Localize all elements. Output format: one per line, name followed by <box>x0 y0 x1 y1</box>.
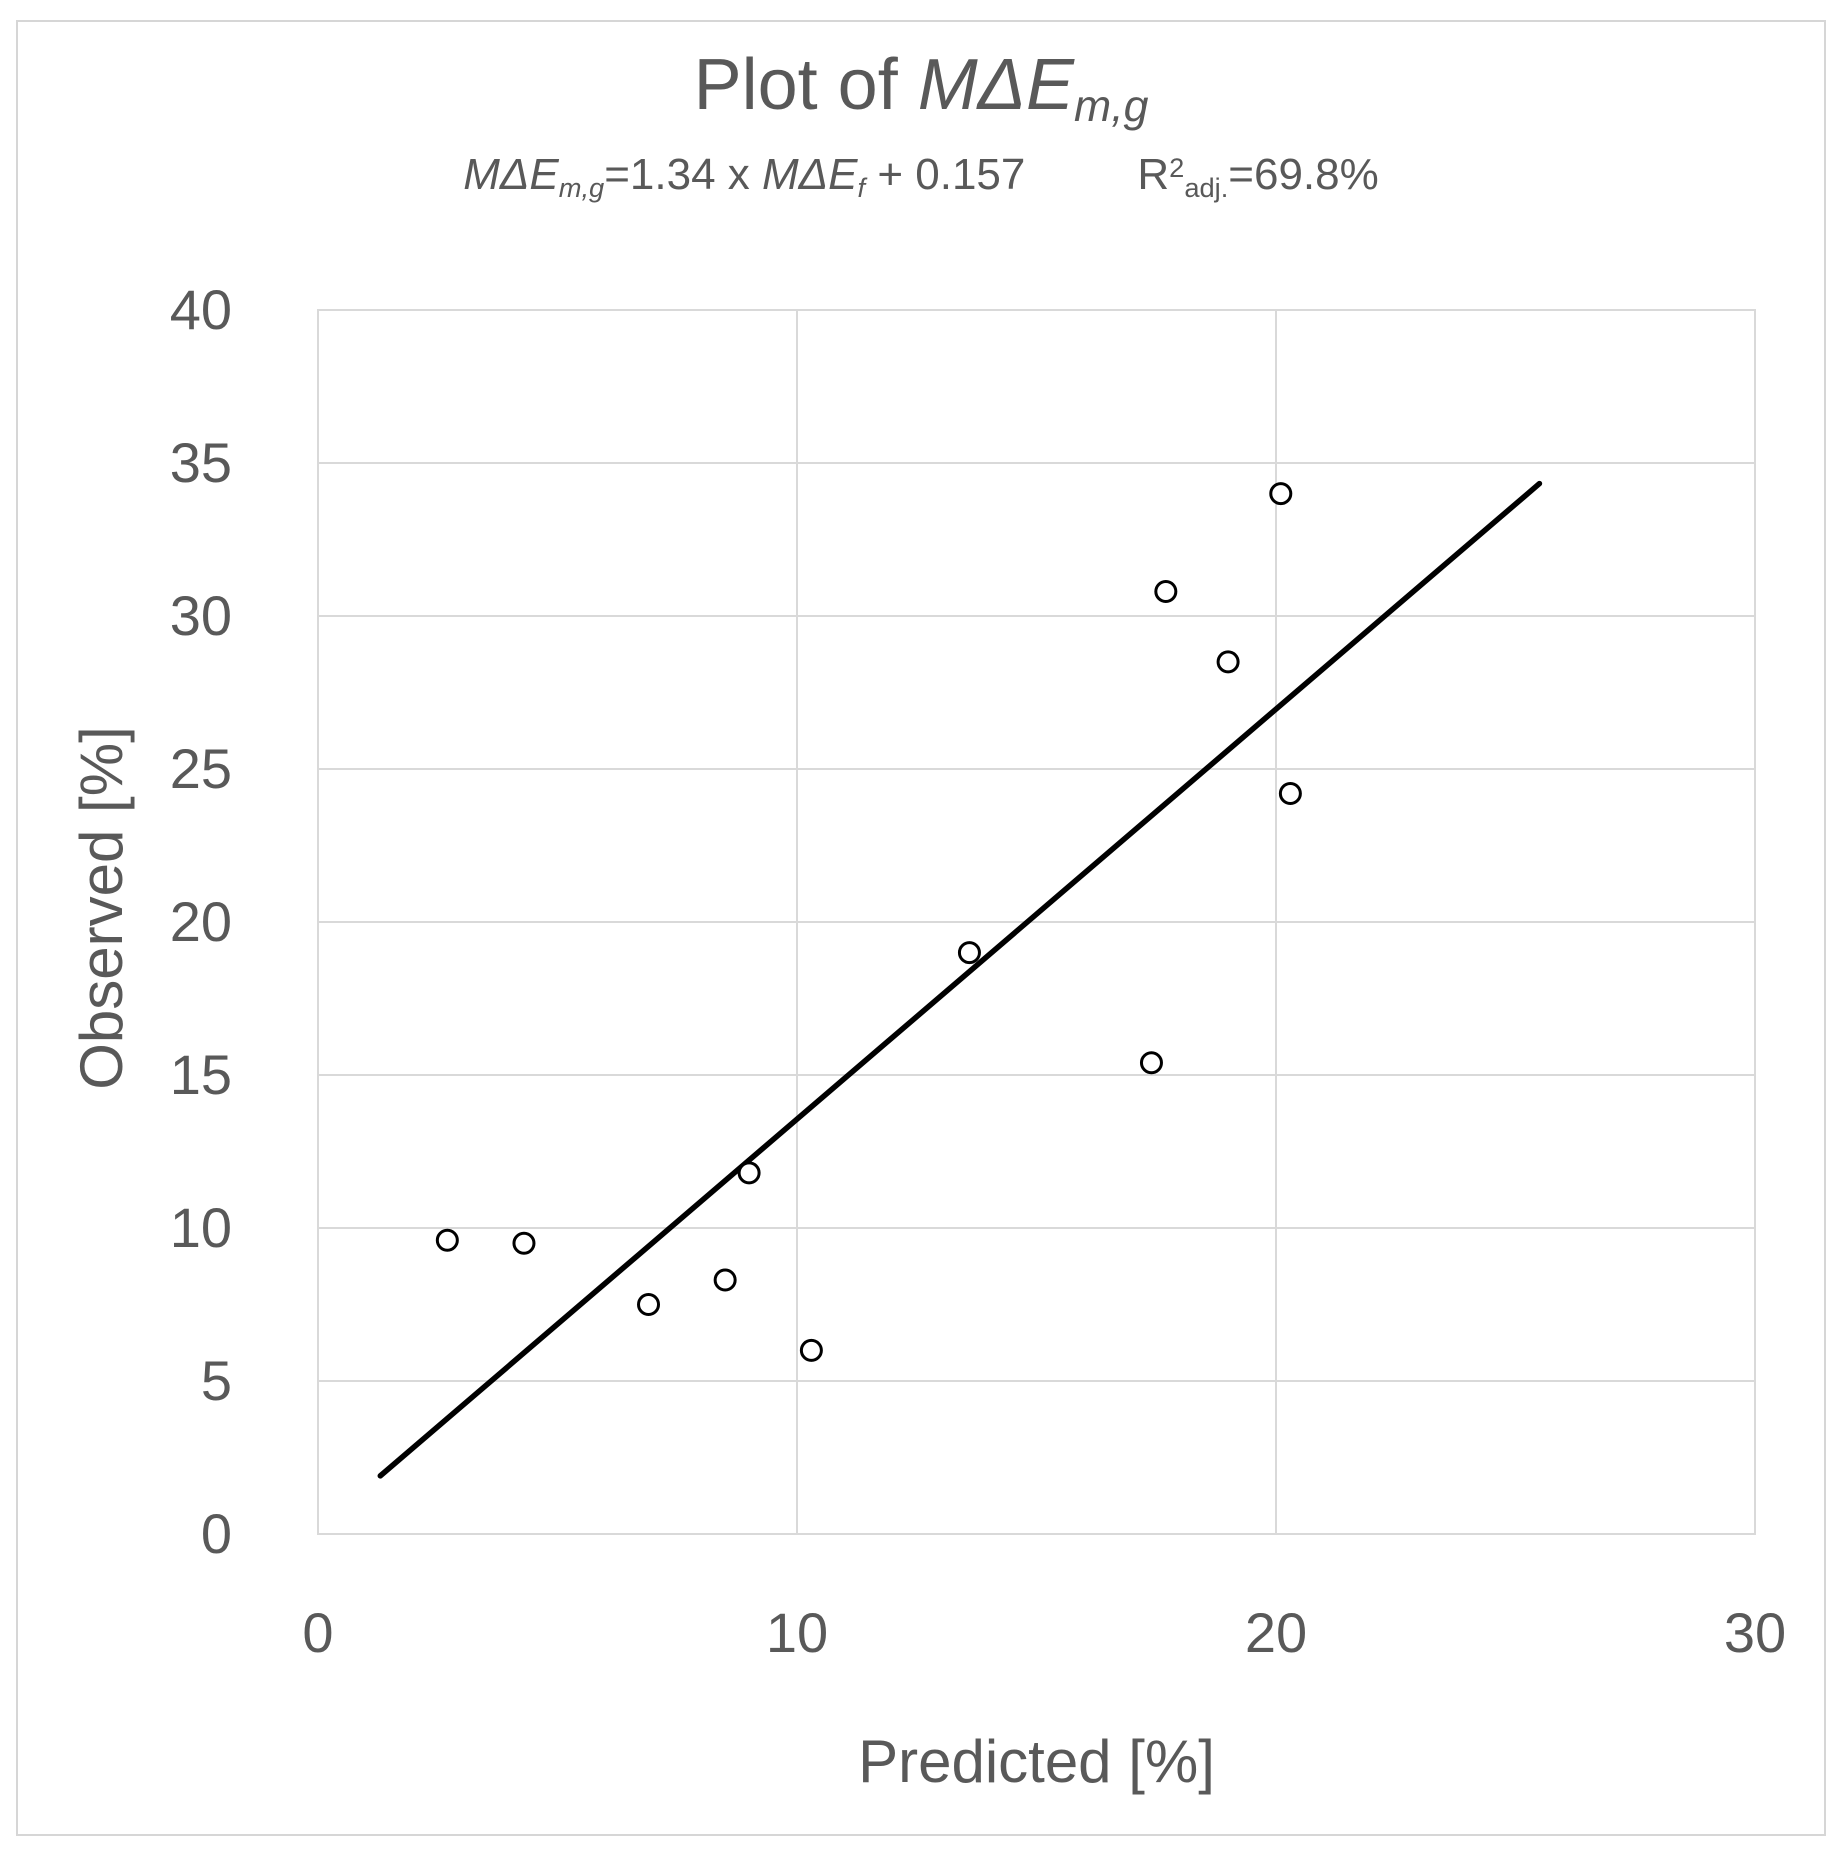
data-point-marker <box>1216 650 1240 674</box>
data-point-marker <box>1139 1051 1163 1075</box>
x-axis-tick-label: 30 <box>1724 1601 1786 1664</box>
y-axis-tick-label: 20 <box>170 890 232 953</box>
x-axis-tick-label: 20 <box>1245 1601 1307 1664</box>
regression-equation: MΔEm,g=1.34 x MΔEf + 0.157 <box>463 150 1026 203</box>
data-point-marker <box>1154 580 1178 604</box>
data-point-marker <box>957 941 981 965</box>
y-axis-tick-label: 25 <box>170 737 232 800</box>
r-squared-exponent: 2 <box>1169 151 1185 183</box>
chart-title-prefix: Plot of <box>693 45 918 125</box>
y-axis-tick-label: 0 <box>201 1502 232 1565</box>
chart-title-subscript: m,g <box>1074 82 1149 132</box>
y-axis-tick-label: 40 <box>170 278 232 341</box>
y-axis-tick-label: 15 <box>170 1043 232 1106</box>
y-axis-tick-label: 5 <box>201 1349 232 1412</box>
y-axis-tick-label: 30 <box>170 584 232 647</box>
x-axis-title: Predicted [%] <box>858 1728 1215 1795</box>
r-squared-base: R <box>1137 150 1170 199</box>
data-point-marker <box>512 1231 536 1255</box>
plot-area-border <box>317 309 1756 1535</box>
equation-middle: =1.34 x <box>604 150 762 199</box>
r-squared-adj-subscript: adj. <box>1184 171 1229 203</box>
equation-lhs-variable: MΔE <box>463 150 559 199</box>
equation-intercept: + 0.157 <box>865 150 1026 199</box>
regression-trendline <box>377 480 1543 1479</box>
data-point-marker <box>435 1228 459 1252</box>
chart-title: Plot of MΔEm,g <box>0 45 1842 131</box>
data-point-marker <box>737 1161 761 1185</box>
y-axis-tick-label: 35 <box>170 431 232 494</box>
equation-lhs-subscript: m,g <box>558 171 605 203</box>
data-point-marker <box>1278 781 1302 805</box>
chart-subtitle: MΔEm,g=1.34 x MΔEf + 0.157 R2adj.=69.8% <box>0 150 1842 203</box>
data-point-marker <box>713 1268 737 1292</box>
chart-title-variable: MΔE <box>917 45 1075 125</box>
equation-rhs-variable: MΔE <box>762 150 858 199</box>
equation-rhs-subscript: f <box>857 171 866 203</box>
x-axis-tick-label: 0 <box>302 1601 333 1664</box>
x-axis-tick-label: 10 <box>766 1601 828 1664</box>
y-axis-title: Observed [%] <box>68 726 135 1090</box>
data-point-marker <box>637 1293 661 1316</box>
r-squared-value: =69.8% <box>1228 150 1379 199</box>
data-point-marker <box>1269 482 1293 506</box>
r-squared-adjusted: R2adj.=69.8% <box>1137 150 1379 203</box>
y-axis-tick-label: 10 <box>170 1196 232 1259</box>
data-point-marker <box>799 1338 823 1362</box>
